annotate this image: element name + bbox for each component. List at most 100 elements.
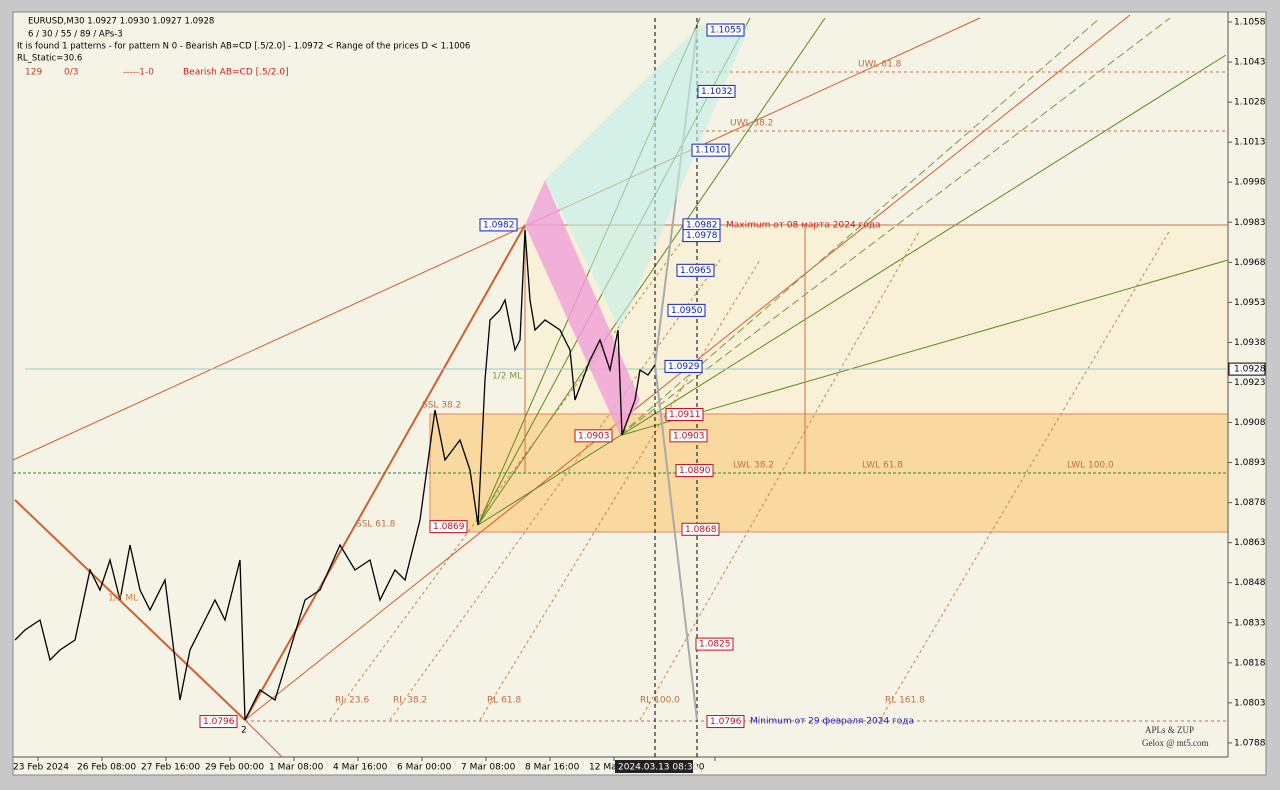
- trend-line: [14, 499, 246, 721]
- ml-line: [477, 17, 826, 526]
- level-box: [429, 520, 468, 534]
- time-tick: 1 Mar 08:00: [269, 763, 324, 773]
- level-label: 1.0965: [680, 266, 712, 276]
- level-box: [664, 359, 703, 373]
- time-tick: 8 Mar 16:00: [525, 763, 580, 773]
- time-tick: 7 Mar 08:00: [461, 763, 516, 773]
- annotation: RL 38.2: [393, 696, 427, 706]
- price-tick: 1.1058: [1234, 18, 1266, 28]
- annotation: 2: [241, 726, 247, 736]
- annotation: 1/2 ML: [108, 594, 138, 604]
- level-box: [479, 218, 518, 232]
- current-price: 1.0928: [1234, 365, 1266, 375]
- ml-line: [619, 17, 1101, 436]
- annotation: Minimum от 29 февраля 2024 года: [750, 717, 914, 727]
- level-label: 1.0978: [686, 231, 718, 241]
- annotation: APLs & ZUP: [1145, 725, 1194, 735]
- level-box: [706, 23, 745, 37]
- level-label: 1.1032: [701, 87, 733, 97]
- price-tick: 1.0863: [1234, 538, 1266, 548]
- rl-line: [639, 229, 921, 721]
- status: 0/3: [64, 68, 78, 78]
- time-tick: 6 Mar 00:00: [397, 763, 452, 773]
- cursor-time-box: [615, 760, 693, 773]
- price-tick: 1.0893: [1234, 458, 1266, 468]
- annotation: LWL 100.0: [1067, 461, 1114, 471]
- price-tick: 1.0878: [1234, 498, 1266, 508]
- price-tick: 1.0938: [1234, 338, 1266, 348]
- level-box: [706, 715, 745, 729]
- rl-line: [389, 259, 721, 721]
- level-box: [667, 303, 706, 317]
- price-tick: 1.0968: [1234, 258, 1266, 268]
- price-tick: 1.1043: [1234, 58, 1266, 68]
- price-tick: 1.0848: [1234, 578, 1266, 588]
- time-tick: 29 Feb 00:00: [205, 763, 264, 773]
- level-label: 1.0982: [686, 220, 718, 230]
- status: Bearish AB=CD [.5/2.0]: [183, 68, 289, 78]
- level-label: 1.0911: [669, 410, 701, 420]
- annotation: Gelox @ mt5.com: [1142, 738, 1209, 748]
- price-tick: 1.0953: [1234, 298, 1266, 308]
- annotation: LWL 61.8: [862, 461, 903, 471]
- fan-line: [244, 719, 283, 758]
- time-tick: :00: [690, 763, 705, 773]
- annotation: SSL 38.2: [422, 401, 461, 411]
- ml-line: [477, 54, 1227, 526]
- level-label: 1.0950: [671, 306, 703, 316]
- price-tick: 1.0788: [1234, 738, 1266, 748]
- level-label: 1.0869: [433, 522, 465, 532]
- price-tick: 1.0998: [1234, 178, 1266, 188]
- current-price-box: [1228, 362, 1266, 376]
- time-tick: 27 Feb 16:00: [141, 763, 200, 773]
- ml-line: [621, 259, 1229, 436]
- rl-static: RL_Static=30.6: [17, 54, 82, 64]
- projection: [654, 364, 698, 721]
- pattern-info: It is found 1 patterns - for pattern N 0…: [17, 42, 470, 52]
- level-box: [697, 84, 736, 98]
- status: -----1-0: [123, 68, 154, 78]
- target-channel: [545, 25, 750, 330]
- time-tick: 23 Feb 2024: [13, 763, 69, 773]
- rl-line: [329, 229, 691, 721]
- annotation: UWL 61.8: [858, 60, 902, 70]
- level-box: [675, 464, 714, 478]
- level-box: [682, 229, 721, 243]
- cursor-time: 2024.03.13 08:36: [618, 763, 699, 773]
- annotation: SSL 61.8: [356, 520, 396, 530]
- price-tick: 1.1013: [1234, 138, 1266, 148]
- level-box: [574, 429, 613, 443]
- price-tick: 1.0818: [1234, 658, 1266, 668]
- price-tick: 1.0923: [1234, 378, 1266, 388]
- level-box: [691, 143, 730, 157]
- level-label: 1.0982: [483, 220, 515, 230]
- annotation: Maximum от 08 марта 2024 года: [726, 221, 881, 231]
- level-box: [676, 263, 715, 277]
- price-tick: 1.0983: [1234, 218, 1266, 228]
- level-box: [669, 429, 708, 443]
- annotation: LWL 38.2: [733, 461, 774, 471]
- annotation: UWL 38.2: [730, 119, 773, 129]
- level-box: [695, 637, 734, 651]
- price-tick: 1.0833: [1234, 618, 1266, 628]
- annotation: RL 61.8: [487, 696, 521, 706]
- rl-line: [879, 229, 1171, 721]
- level-label: 1.0903: [578, 431, 610, 441]
- ml-line: [619, 17, 1171, 436]
- annotation: RL 161.8: [885, 696, 925, 706]
- symbol: EURUSD,M30 1.0927 1.0930 1.0927 1.0928: [28, 17, 214, 27]
- level-label: 1.0796: [710, 717, 742, 727]
- level-box: [199, 715, 238, 729]
- price-tick: 1.0908: [1234, 418, 1266, 428]
- level-label: 1.1010: [695, 146, 727, 156]
- level-label: 1.0890: [679, 466, 711, 476]
- price-tick: 1.1028: [1234, 98, 1266, 108]
- time-tick: 12 Ma: [589, 763, 617, 773]
- annotation: RL 100.0: [640, 696, 680, 706]
- level-box: [665, 407, 704, 421]
- level-label: 1.1055: [710, 26, 742, 36]
- periods: 6 / 30 / 55 / 89 / APs-3: [28, 30, 123, 40]
- level-label: 1.0796: [203, 717, 235, 727]
